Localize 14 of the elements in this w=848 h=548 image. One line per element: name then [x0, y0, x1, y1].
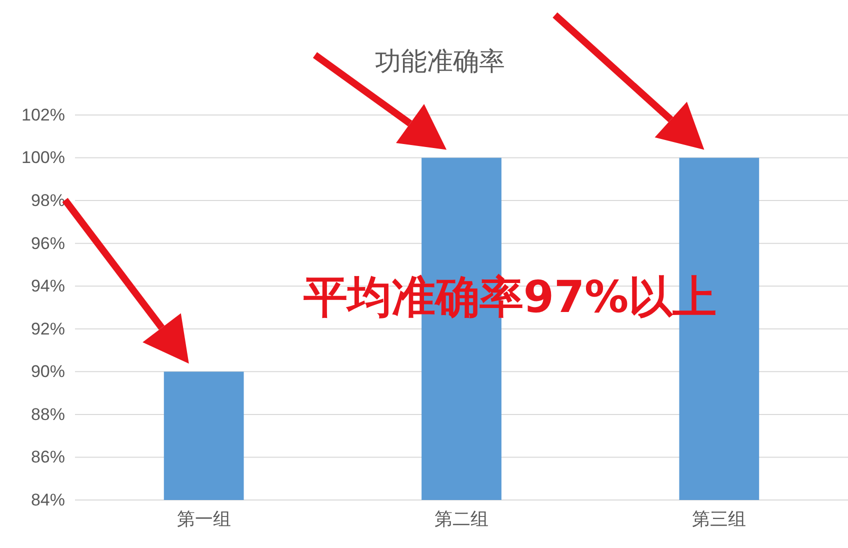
y-tick-label: 98% [30, 190, 65, 210]
y-tick-label: 96% [30, 234, 65, 253]
x-tick-label: 第二组 [434, 508, 488, 530]
y-tick-label: 84% [30, 490, 65, 510]
x-tick-label: 第一组 [176, 508, 231, 530]
y-tick-label: 102% [22, 105, 65, 124]
chart-title: 功能准确率 [375, 47, 505, 77]
y-tick-label: 94% [30, 276, 65, 296]
y-tick-label: 90% [30, 362, 65, 382]
y-tick-label: 100% [22, 148, 65, 168]
y-tick-label: 88% [30, 404, 65, 424]
y-tick-label: 92% [30, 319, 65, 338]
y-tick-label: 86% [30, 448, 65, 467]
x-tick-label: 第三组 [692, 508, 746, 530]
